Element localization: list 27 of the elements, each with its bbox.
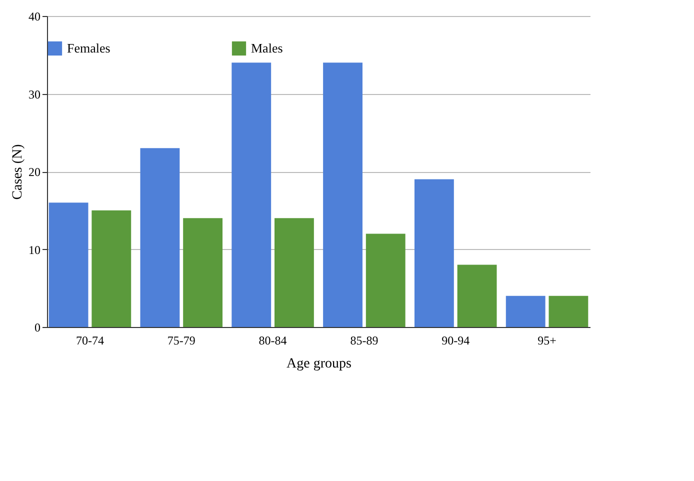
bar	[457, 264, 497, 327]
bar	[140, 148, 180, 327]
x-tick-label: 70-74	[76, 334, 104, 348]
bar	[274, 218, 314, 327]
y-tick-label: 20	[28, 165, 40, 179]
x-tick-label: 80-84	[258, 334, 287, 348]
bar	[548, 296, 588, 327]
legend-label: Females	[67, 40, 110, 56]
bar	[183, 218, 223, 327]
bar	[366, 234, 406, 327]
x-tick-label: 75-79	[167, 334, 196, 348]
legend-label: Males	[251, 40, 283, 56]
x-tick-label: 85-89	[350, 334, 378, 348]
x-tick-label: 95+	[538, 334, 557, 348]
x-tick-label: 90-94	[442, 334, 470, 348]
bar	[414, 179, 454, 327]
y-tick-label: 30	[28, 87, 40, 102]
x-axis-title: Age groups	[286, 356, 352, 372]
y-tick-label: 10	[28, 242, 40, 257]
bar	[232, 62, 272, 327]
y-axis-title: Cases (N)	[10, 144, 26, 200]
bar	[323, 62, 362, 327]
bar	[92, 210, 132, 327]
y-tick-label: 40	[28, 10, 40, 24]
bar	[48, 202, 88, 327]
y-tick-label: 0	[34, 320, 40, 334]
bar	[506, 296, 546, 327]
